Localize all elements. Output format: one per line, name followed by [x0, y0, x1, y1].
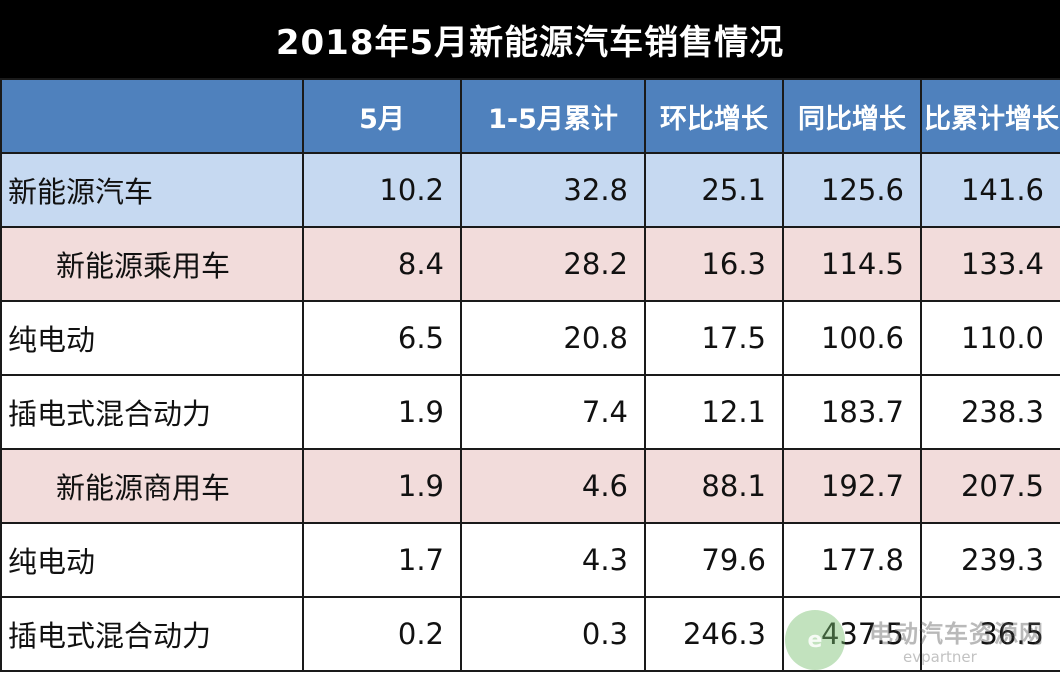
cell-may: 1.9	[302, 448, 462, 524]
row-label: 新能源汽车	[0, 152, 304, 228]
cell-ytd-growth: 238.3	[920, 374, 1060, 450]
sales-table: 5月 1-5月累计 环比增长 同比增长 比累计增长 新能源汽车 10.2 32.…	[0, 78, 1060, 672]
cell-yoy: 100.6	[782, 300, 922, 376]
cell-mom: 12.1	[644, 374, 784, 450]
cell-mom: 16.3	[644, 226, 784, 302]
row-label: 插电式混合动力	[0, 596, 304, 672]
table-row: 纯电动 6.5 20.8 17.5 100.6 110.0	[0, 300, 1060, 376]
table-title: 2018年5月新能源汽车销售情况	[0, 0, 1060, 78]
table-row: 新能源汽车 10.2 32.8 25.1 125.6 141.6	[0, 152, 1060, 228]
row-label: 新能源乘用车	[0, 226, 304, 302]
cell-ytd-growth: 141.6	[920, 152, 1060, 228]
header-mom-growth: 环比增长	[644, 78, 784, 154]
cell-yoy: 192.7	[782, 448, 922, 524]
cell-ytd-growth: 36.5	[920, 596, 1060, 672]
cell-yoy: 125.6	[782, 152, 922, 228]
cell-ytd-growth: 133.4	[920, 226, 1060, 302]
cell-yoy: 114.5	[782, 226, 922, 302]
table-row: 纯电动 1.7 4.3 79.6 177.8 239.3	[0, 522, 1060, 598]
table-row: 新能源商用车 1.9 4.6 88.1 192.7 207.5	[0, 448, 1060, 524]
cell-mom: 79.6	[644, 522, 784, 598]
cell-yoy: 177.8	[782, 522, 922, 598]
table-row: 插电式混合动力 1.9 7.4 12.1 183.7 238.3	[0, 374, 1060, 450]
cell-ytd: 7.4	[460, 374, 646, 450]
cell-ytd-growth: 110.0	[920, 300, 1060, 376]
cell-ytd: 28.2	[460, 226, 646, 302]
table-row: 插电式混合动力 0.2 0.3 246.3 437.5 36.5	[0, 596, 1060, 672]
header-ytd-growth: 比累计增长	[920, 78, 1060, 154]
cell-ytd: 20.8	[460, 300, 646, 376]
row-label: 插电式混合动力	[0, 374, 304, 450]
cell-may: 1.7	[302, 522, 462, 598]
cell-ytd-growth: 239.3	[920, 522, 1060, 598]
cell-ytd: 0.3	[460, 596, 646, 672]
row-label: 纯电动	[0, 300, 304, 376]
cell-may: 10.2	[302, 152, 462, 228]
cell-may: 1.9	[302, 374, 462, 450]
cell-may: 8.4	[302, 226, 462, 302]
cell-yoy: 183.7	[782, 374, 922, 450]
row-label: 纯电动	[0, 522, 304, 598]
row-label: 新能源商用车	[0, 448, 304, 524]
cell-mom: 17.5	[644, 300, 784, 376]
table-row: 新能源乘用车 8.4 28.2 16.3 114.5 133.4	[0, 226, 1060, 302]
cell-may: 0.2	[302, 596, 462, 672]
cell-yoy: 437.5	[782, 596, 922, 672]
cell-ytd: 32.8	[460, 152, 646, 228]
header-yoy-growth: 同比增长	[782, 78, 922, 154]
cell-ytd: 4.6	[460, 448, 646, 524]
header-may: 5月	[302, 78, 462, 154]
cell-ytd: 4.3	[460, 522, 646, 598]
cell-mom: 246.3	[644, 596, 784, 672]
header-row: 5月 1-5月累计 环比增长 同比增长 比累计增长	[0, 78, 1060, 154]
cell-may: 6.5	[302, 300, 462, 376]
cell-mom: 88.1	[644, 448, 784, 524]
cell-mom: 25.1	[644, 152, 784, 228]
header-ytd: 1-5月累计	[460, 78, 646, 154]
header-category	[0, 78, 304, 154]
cell-ytd-growth: 207.5	[920, 448, 1060, 524]
